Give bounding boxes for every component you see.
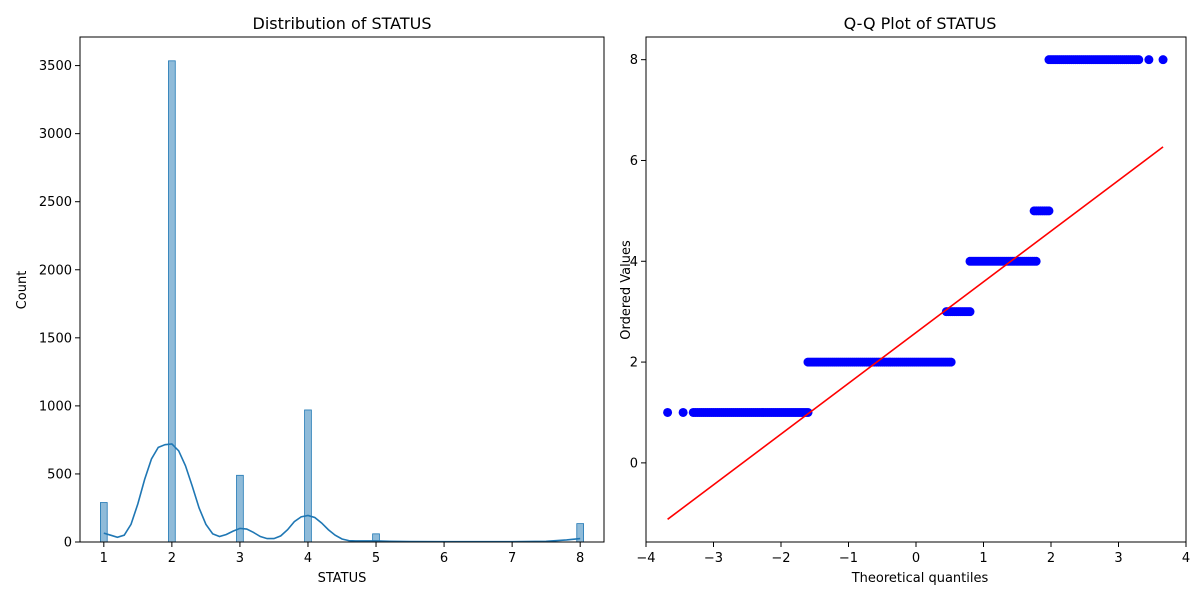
histogram-plot-area: 1 2 3 4 5 6 7 8 0 500 1000 1500 2000 2500 3000 3500 [39,59,584,566]
histogram-bar [168,60,176,543]
x-tick-label: 1 [100,551,108,566]
qq-point [1158,55,1168,65]
y-tick-label: 6 [630,154,638,169]
qq-point [1134,55,1144,65]
y-tick-label: 3500 [39,59,72,74]
kde-line [103,443,581,543]
histogram-y-axis-label: Count [15,271,30,310]
x-tick-label: 5 [372,551,380,566]
x-tick-label: −2 [771,551,790,566]
qq-plot-chart: Q-Q Plot of STATUS −4 −3 −2 −1 0 1 2 3 4 0 2 4 6 8 Th… [619,14,1190,586]
qq-point [663,407,673,417]
qq-plot-x-axis-label: Theoretical quantiles [851,571,989,586]
qq-plot-axes-frame [645,36,1187,543]
histogram-chart: Distribution of STATUS 1 2 3 4 5 6 7 8050010001… [15,14,605,586]
qq-point [965,307,975,317]
histogram-x-axis-label: STATUS [318,571,367,586]
qq-point [1044,206,1054,216]
qq-point [1144,55,1154,65]
histogram-bar [304,409,312,543]
qq-plot-area: −4 −3 −2 −1 0 1 2 3 4 0 2 4 6 8 [630,53,1190,566]
y-tick-label: 4 [630,255,638,270]
y-tick-label: 1000 [39,399,72,414]
x-tick-label: 7 [508,551,516,566]
x-tick-label: 4 [1182,551,1190,566]
y-tick-label: 3000 [39,127,72,142]
x-tick-label: −3 [704,551,723,566]
x-tick-label: 3 [1114,551,1122,566]
y-tick-label: 2 [630,356,638,371]
qq-point [678,407,688,417]
y-tick-label: 8 [630,53,638,68]
y-tick-label: 0 [630,456,638,471]
histogram-title: Distribution of STATUS [253,14,432,33]
qq-fit-line [667,146,1164,520]
y-tick-label: 2000 [39,263,72,278]
x-tick-label: 8 [576,551,584,566]
qq-plot-y-axis-label: Ordered Values [619,240,634,340]
histogram-bar [100,502,108,543]
x-tick-label: 6 [440,551,448,566]
x-tick-label: −4 [636,551,655,566]
qq-point [946,357,956,367]
x-tick-label: 4 [304,551,312,566]
histogram-bar [236,474,244,543]
y-tick-label: 1500 [39,331,72,346]
x-tick-label: −1 [839,551,858,566]
y-tick-label: 0 [64,536,72,551]
qq-plot-title: Q-Q Plot of STATUS [844,14,997,33]
x-tick-label: 1 [979,551,987,566]
y-tick-label: 500 [47,467,72,482]
qq-point [1031,256,1041,266]
x-tick-label: 3 [236,551,244,566]
y-tick-label: 2500 [39,195,72,210]
histogram-axes-frame [79,36,605,543]
x-tick-label: 0 [912,551,920,566]
x-tick-label: 2 [168,551,176,566]
x-tick-label: 2 [1047,551,1055,566]
